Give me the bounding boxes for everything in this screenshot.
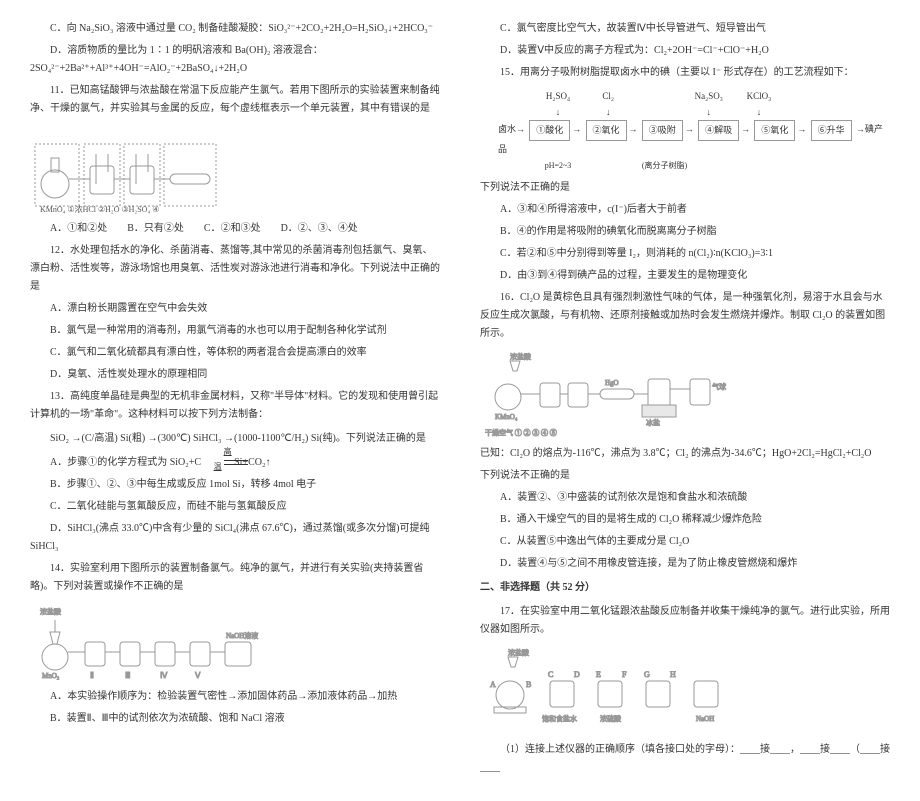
svg-text:浓盐酸: 浓盐酸 <box>510 352 531 361</box>
question-15: 15．用离分子吸附树脂提取卤水中的碘（主要以 I⁻ 形式存在）的工艺流程如下： <box>480 64 890 82</box>
question-17: 17．在实验室中用二氧化锰跟浓盐酸反应制备并收集干燥纯净的氯气。进行此实验，所用… <box>480 603 890 639</box>
svg-text:A: A <box>490 680 496 689</box>
svg-text:B: B <box>526 680 531 689</box>
q16-B: B．通入干燥空气的目的是将生成的 Cl₂O 稀释减少爆炸危险 <box>480 511 890 529</box>
left-column: C．向 Na₂SiO₃ 溶液中通过量 CO₂ 制备硅酸凝胶：SiO₃²⁻+2CO… <box>30 20 440 781</box>
svg-text:MnO₂: MnO₂ <box>42 672 60 680</box>
q11-options: A．①和②处 B．只有②处 C．②和③处 D．②、③、④处 <box>50 220 440 238</box>
q12-B: B．氯气是一种常用的消毒剂，用氯气消毒的水也可以用于配制各种化学试剂 <box>30 322 440 340</box>
svg-text:KMnO₄ ①浓HCl ②H₂O ③H₂SO₄: KMnO₄ ①浓HCl ②H₂O ③H₂SO₄ ④ <box>40 205 159 214</box>
q15-D: D．由③到④得到碘产品的过程，主要发生的是物理变化 <box>480 267 890 285</box>
q11-A: A．①和②处 <box>50 220 107 238</box>
svg-text:浓盐酸: 浓盐酸 <box>508 648 529 657</box>
q15-B: B．④的作用是将吸附的碘氧化而脱离离分子树脂 <box>480 223 890 241</box>
svg-text:气球: 气球 <box>712 382 726 391</box>
svg-text:NaOH: NaOH <box>696 715 714 723</box>
q13-A-pre: A．步骤①的化学方程式为 SiO₂+C <box>50 457 201 468</box>
q11-B: B．只有②处 <box>127 220 184 238</box>
svg-text:D: D <box>574 670 580 679</box>
figure-q17-apparatus: 浓盐酸 A B C D 饱和食盐水 E F 浓硫酸 G H <box>480 645 890 735</box>
svg-text:饱和食盐水: 饱和食盐水 <box>542 714 577 723</box>
q16-C: C．从装置⑤中逸出气体的主要成分是 Cl₂O <box>480 533 890 551</box>
section-2-header: 二、非选择题（共 52 分） <box>480 579 890 597</box>
svg-text:E: E <box>596 670 601 679</box>
figure-q16-apparatus: 浓盐酸 KMnO₄ HgO 冰盐 <box>480 349 890 439</box>
svg-text:Ⅳ: Ⅳ <box>160 671 168 680</box>
q15-C: C．若②和⑤中分别得到等量 I₂，则消耗的 n(Cl₂)∶n(KClO₃)=3∶… <box>480 245 890 263</box>
q15-A: A．③和④所得溶液中，c(I⁻)后者大于前者 <box>480 201 890 219</box>
svg-text:C: C <box>548 670 553 679</box>
q12-C: C．氯气和二氧化硫都具有漂白性，等体积的两者混合会提高漂白的效率 <box>30 344 440 362</box>
q14-B: B．装置Ⅱ、Ⅲ中的试剂依次为浓硫酸、饱和 NaCl 溶液 <box>30 710 440 728</box>
q16-A: A．装置②、③中盛装的试剂依次是饱和食盐水和浓硫酸 <box>480 489 890 507</box>
q14-D: D．装置Ⅴ中反应的离子方程式为：Cl₂+2OH⁻=Cl⁻+ClO⁻+H₂O <box>480 42 890 60</box>
figure-q11-apparatus: KMnO₄ ①浓HCl ②H₂O ③H₂SO₄ ④ <box>30 124 440 214</box>
svg-text:冰盐: 冰盐 <box>646 418 660 427</box>
svg-text:Ⅲ: Ⅲ <box>125 671 131 680</box>
svg-text:KMnO₄: KMnO₄ <box>495 413 518 421</box>
q15-flowchart: H₂SO₄ Cl₂ Na₂SO₃ KClO₃ ↓ ↓ ↓ ↓ 卤水→ ①酸化→ … <box>498 88 890 173</box>
q13-C: C．二氧化硅能与氢氟酸反应，而硅不能与氢氟酸反应 <box>30 498 440 516</box>
q13-D: D．SiHCl₃(沸点 33.0℃)中含有少量的 SiCl₄(沸点 67.6℃)… <box>30 520 440 556</box>
svg-text:浓硫酸: 浓硫酸 <box>600 714 621 723</box>
q13-A: A．步骤①的化学方程式为 SiO₂+C 高温 Si+CO₂↑ <box>30 454 440 472</box>
question-14: 14．实验室利用下图所示的装置制备氯气。纯净的氯气，并进行有关实验(夹持装置省略… <box>30 560 440 596</box>
q16-pre: 下列说法不正确的是 <box>480 467 890 485</box>
question-12: 12．水处理包括水的净化、杀菌消毒、蒸馏等,其中常见的杀菌消毒剂包括氯气、臭氧、… <box>30 242 440 296</box>
text-10D: D．溶质物质的量比为 1∶1 的明矾溶液和 Ba(OH)₂ 溶液混合：2SO₄²… <box>30 42 440 78</box>
svg-text:Ⅴ: Ⅴ <box>195 671 201 680</box>
right-column: C．氯气密度比空气大，故装置Ⅳ中长导管进气、短导管出气 D．装置Ⅴ中反应的离子方… <box>480 20 890 781</box>
q11-D: D．②、③、④处 <box>281 220 358 238</box>
question-13: 13．高纯度单晶硅是典型的无机非金属材料，又称"半导体"材料。它的发现和使用曾引… <box>30 388 440 424</box>
q14-C: C．氯气密度比空气大，故装置Ⅳ中长导管进气、短导管出气 <box>480 20 890 38</box>
q11-C: C．②和③处 <box>204 220 261 238</box>
q12-A: A．漂白粉长期露置在空气中会失效 <box>30 300 440 318</box>
q16-D: D．装置④与⑤之间不用橡皮管连接，是为了防止橡皮管燃烧和爆炸 <box>480 555 890 573</box>
q12-D: D．臭氧、活性炭处理水的原理相同 <box>30 366 440 384</box>
svg-text:浓盐酸: 浓盐酸 <box>40 607 61 616</box>
question-11: 11．已知高锰酸钾与浓盐酸在常温下反应能产生氯气。若用下图所示的实验装置来制备纯… <box>30 82 440 118</box>
svg-text:干燥空气 ① ② ③ ④ ⑤: 干燥空气 ① ② ③ ④ ⑤ <box>485 428 557 437</box>
svg-text:F: F <box>622 670 627 679</box>
q17-sub1: （1）连接上述仪器的正确顺序（填各接口处的字母）：____接____，____接… <box>480 741 890 777</box>
q15-pre: 下列说法不正确的是 <box>480 179 890 197</box>
q14-A: A．本实验操作顺序为：检验装置气密性→添加固体药品→添加液体药品→加热 <box>30 688 440 706</box>
question-16: 16．Cl₂O 是黄棕色且具有强烈刺激性气味的气体，是一种强氧化剂，易溶于水且会… <box>480 289 890 343</box>
q16-known: 已知：Cl₂O 的熔点为-116℃，沸点为 3.8℃；Cl₂ 的沸点为-34.6… <box>480 445 890 463</box>
svg-text:HgO: HgO <box>605 379 619 387</box>
q13-flow: SiO₂ →(C/高温) Si(粗) →(300℃) SiHCl₃ →(1000… <box>50 430 440 448</box>
svg-text:Ⅱ: Ⅱ <box>90 671 94 680</box>
svg-text:G: G <box>644 670 650 679</box>
text-10C: C．向 Na₂SiO₃ 溶液中通过量 CO₂ 制备硅酸凝胶：SiO₃²⁻+2CO… <box>30 20 440 38</box>
svg-text:NaOH溶液: NaOH溶液 <box>226 631 258 640</box>
q13-A-cond: 高温 <box>204 445 232 474</box>
svg-text:H: H <box>670 670 676 679</box>
q13-B: B．步骤①、②、③中每生成或反应 1mol Si，转移 4mol 电子 <box>30 476 440 494</box>
figure-q14-apparatus: 浓盐酸 MnO₂ NaOH溶液 Ⅱ Ⅲ Ⅳ Ⅴ <box>30 602 440 682</box>
